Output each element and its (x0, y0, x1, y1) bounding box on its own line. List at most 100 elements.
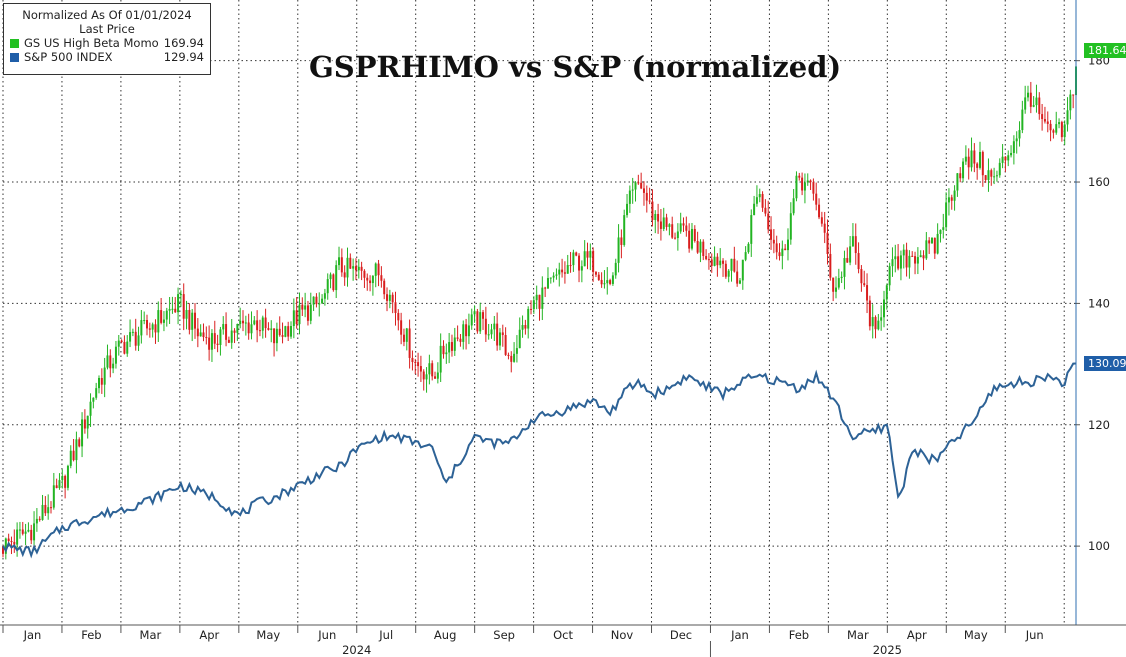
candle-body (561, 269, 564, 273)
candle-body (733, 258, 736, 272)
x-tick-label: Mar (847, 628, 869, 642)
candle-body (292, 310, 295, 327)
candle-body (422, 371, 425, 380)
candle-body (428, 363, 431, 375)
candle-body (606, 280, 609, 284)
candle-body (264, 317, 267, 329)
candle-body (1007, 155, 1010, 161)
candle-body (160, 310, 163, 323)
candle-body (871, 317, 874, 327)
candle-body (521, 325, 524, 330)
candle-body (453, 337, 456, 351)
candle-body (33, 523, 36, 541)
x-tick-label: Oct (553, 628, 573, 642)
candle-body (998, 162, 1001, 176)
candle-body (843, 258, 846, 277)
candle-body (863, 283, 866, 286)
candle-body (338, 257, 341, 266)
candle-body (829, 253, 832, 278)
candle-body (352, 266, 355, 269)
candle-body (753, 203, 756, 216)
candle-body (575, 252, 578, 256)
candle-body (623, 215, 626, 245)
candle-body (770, 229, 773, 240)
candle-body (146, 320, 149, 329)
candle-body (61, 475, 64, 481)
candle-body (640, 182, 643, 189)
candle-body (357, 266, 360, 271)
candle-body (908, 255, 911, 268)
y-tick-label: 160 (1088, 175, 1110, 189)
candle-body (202, 332, 205, 338)
candle-body (815, 193, 818, 205)
candle-body (473, 311, 476, 315)
x-tick-label: Nov (611, 628, 634, 642)
candle-body (98, 377, 101, 389)
x-tick-label: Jan (730, 628, 749, 642)
candle-body (126, 341, 129, 354)
candle-body (244, 322, 247, 324)
candle-body (50, 507, 53, 509)
candle-body (95, 388, 98, 398)
candle-body (52, 485, 55, 508)
candle-body (784, 248, 787, 251)
candle-body (1041, 114, 1044, 120)
candle-body (360, 266, 363, 271)
candle-body (445, 352, 448, 355)
candle-body (171, 308, 174, 310)
candle-body (123, 342, 126, 354)
candle-body (275, 328, 278, 344)
candle-body (493, 323, 496, 330)
candle-body (411, 357, 414, 363)
candle-body (408, 328, 411, 358)
candle-body (978, 151, 981, 168)
candle-body (400, 320, 403, 335)
candle-body (89, 401, 92, 416)
candle-body (456, 337, 459, 339)
candle-body (298, 304, 301, 325)
candle-body (106, 355, 109, 368)
candle-body (620, 237, 623, 245)
candle-body (888, 266, 891, 286)
candle-body (78, 439, 81, 447)
candle-body (151, 324, 154, 330)
candle-body (578, 255, 581, 271)
candle-body (1015, 138, 1018, 142)
candle-body (64, 475, 67, 488)
candle-body (837, 278, 840, 288)
candle-body (894, 256, 897, 260)
candle-body (812, 182, 815, 194)
candle-body (959, 173, 962, 179)
candle-body (374, 263, 377, 276)
candle-body (1018, 130, 1021, 139)
candle-body (419, 366, 422, 372)
legend-label-sp500: S&P 500 INDEX (24, 50, 113, 64)
candle-body (786, 239, 789, 251)
candle-body (524, 325, 527, 329)
last-price-tag-gs-momo: 181.64 (1084, 42, 1126, 58)
candle-body (1066, 110, 1069, 125)
candle-body (137, 335, 140, 346)
candle-body (7, 538, 10, 542)
candle-body (1012, 141, 1015, 153)
candle-body (967, 156, 970, 168)
candle-body (323, 293, 326, 299)
candle-body (665, 217, 668, 227)
candle-body (899, 255, 902, 269)
candle-body (383, 280, 386, 295)
candle-body (690, 228, 693, 249)
candle-body (818, 204, 821, 218)
candle-body (41, 504, 44, 520)
x-tick-label: Mar (140, 628, 162, 642)
legend-header-last-price: Last Price (79, 22, 135, 36)
legend-header-normalized: Normalized As Of 01/01/2024 (22, 8, 192, 22)
x-tick-label: May (964, 628, 988, 642)
candle-body (479, 312, 482, 332)
candle-body (747, 243, 750, 253)
candle-body (343, 272, 346, 278)
candle-body (933, 237, 936, 254)
candle-body (394, 302, 397, 313)
candle-body (758, 194, 761, 198)
candle-body (617, 237, 620, 263)
candle-body (702, 241, 705, 257)
